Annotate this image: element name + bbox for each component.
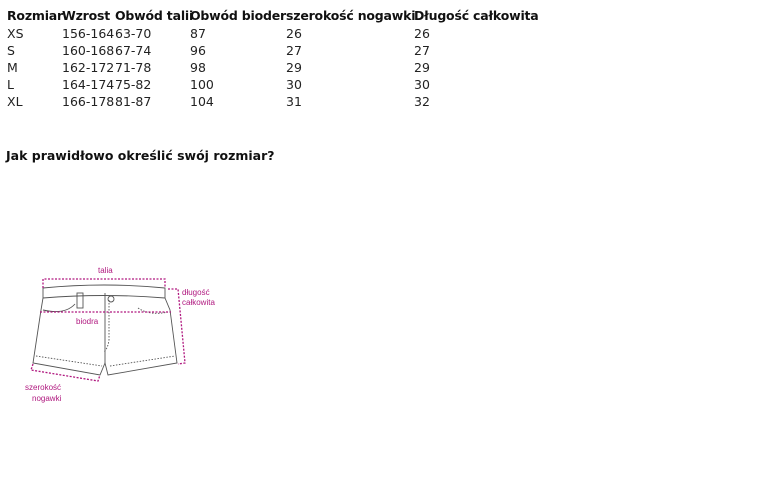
table-cell: XS (7, 26, 24, 41)
table-cell: 67-74 (115, 43, 152, 58)
table-cell: 29 (414, 60, 430, 75)
table-cell: 30 (414, 77, 430, 92)
table-cell: 29 (286, 60, 302, 75)
column-header: Obwód talii (115, 8, 194, 23)
table-cell: 160-168 (62, 43, 115, 58)
table-cell: 98 (190, 60, 206, 75)
table-cell: 71-78 (115, 60, 152, 75)
size-guide-heading: Jak prawidłowo określić swój rozmiar? (6, 148, 275, 163)
label-length-1: długość (182, 288, 210, 297)
table-cell: 27 (286, 43, 302, 58)
table-cell: 96 (190, 43, 206, 58)
column-header: szerokość nogawki (286, 8, 416, 23)
label-waist: talia (98, 266, 113, 275)
table-cell: 156-164 (62, 26, 115, 41)
table-cell: XL (7, 94, 23, 109)
column-header: Długość całkowita (414, 8, 539, 23)
table-cell: 166-178 (62, 94, 115, 109)
table-cell: 100 (190, 77, 214, 92)
leg-width-line (30, 363, 101, 382)
table-cell: 31 (286, 94, 302, 109)
table-cell: L (7, 77, 14, 92)
measurement-lines (30, 278, 186, 382)
table-cell: 164-174 (62, 77, 115, 92)
table-cell: 81-87 (115, 94, 152, 109)
table-cell: 26 (286, 26, 302, 41)
label-leg-1: szerokość (25, 383, 61, 392)
table-cell: 104 (190, 94, 214, 109)
table-cell: 32 (414, 94, 430, 109)
table-cell: 26 (414, 26, 430, 41)
table-cell: 63-70 (115, 26, 152, 41)
table-cell: 162-172 (62, 60, 115, 75)
length-line (168, 288, 186, 365)
table-cell: 75-82 (115, 77, 152, 92)
shorts-outline (32, 284, 178, 376)
table-cell: 27 (414, 43, 430, 58)
column-header: Obwód bioder (190, 8, 287, 23)
column-header: Wzrost (62, 8, 111, 23)
table-cell: 30 (286, 77, 302, 92)
table-cell: 87 (190, 26, 206, 41)
label-leg-2: nogawki (32, 394, 62, 403)
shorts-measurement-diagram: talia długość całkowita biodra szerokość… (25, 266, 215, 403)
waist-line (42, 278, 166, 288)
label-hips: biodra (76, 317, 99, 326)
column-header: Rozmiar (7, 8, 63, 23)
table-cell: M (7, 60, 18, 75)
table-cell: S (7, 43, 15, 58)
label-length-2: całkowita (182, 298, 215, 307)
